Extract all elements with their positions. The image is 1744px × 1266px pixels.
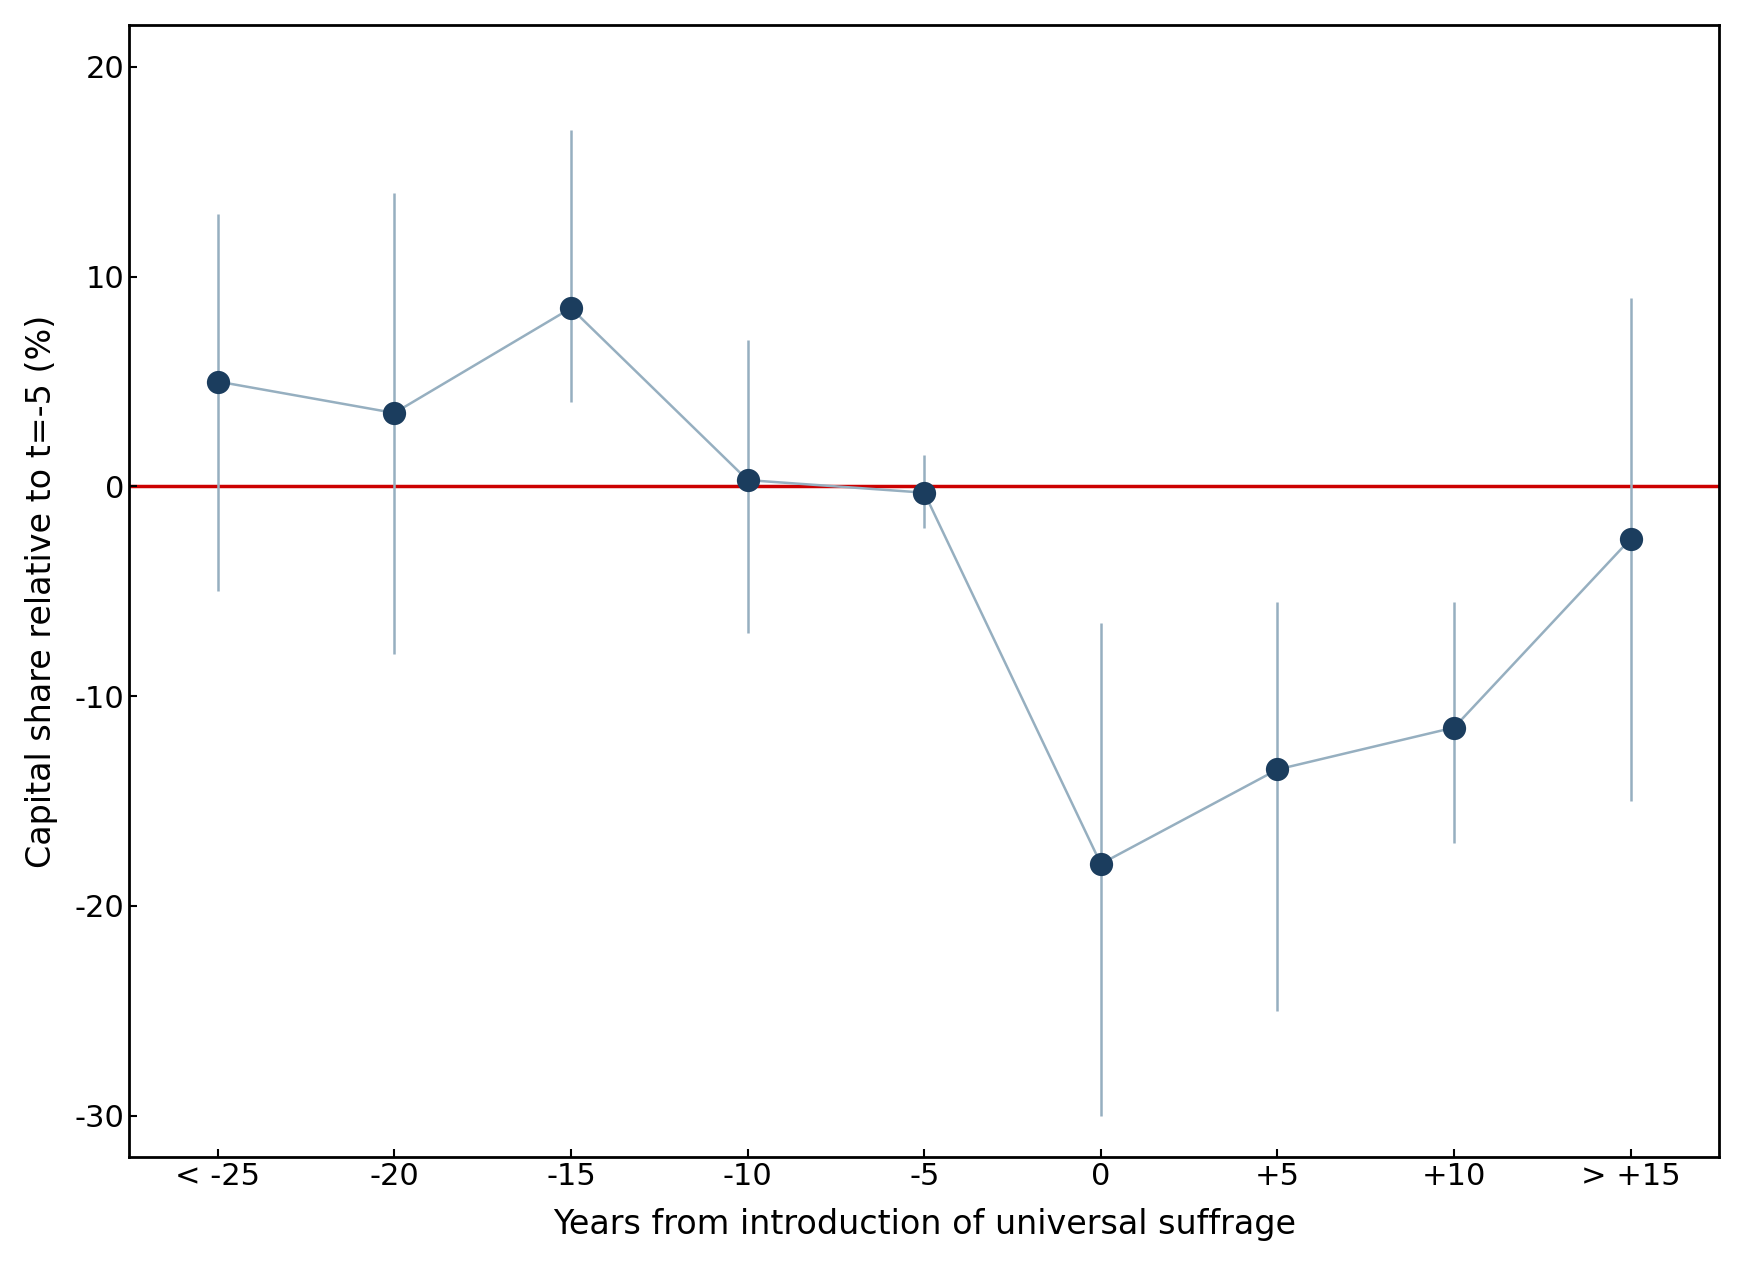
Y-axis label: Capital share relative to t=-5 (%): Capital share relative to t=-5 (%) [24, 315, 58, 868]
Point [734, 470, 762, 490]
X-axis label: Years from introduction of universal suffrage: Years from introduction of universal suf… [553, 1208, 1296, 1241]
Point [556, 298, 584, 318]
Point [204, 371, 232, 391]
Point [1441, 718, 1468, 738]
Point [380, 403, 408, 423]
Point [1087, 853, 1114, 874]
Point [910, 482, 938, 503]
Point [1617, 529, 1645, 549]
Point [1263, 760, 1291, 780]
